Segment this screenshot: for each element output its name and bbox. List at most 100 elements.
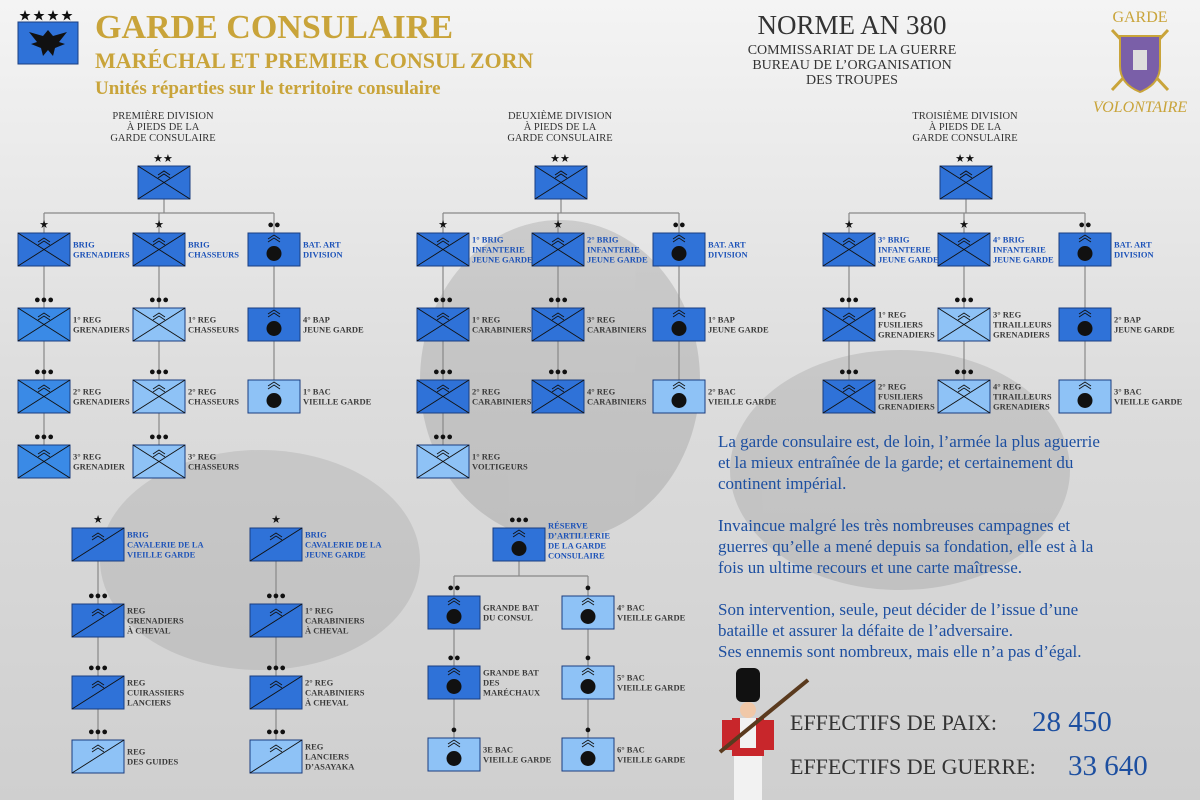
unit-label: JEUNE GARDE: [1114, 325, 1175, 335]
unit-chevron: [157, 170, 171, 179]
unit-label: GRENADIERS: [73, 325, 130, 335]
unit-chevron: [957, 312, 971, 321]
unit-label: DES: [483, 678, 500, 688]
unit-symbol: [249, 675, 303, 710]
unit-label: DIVISION: [708, 250, 749, 260]
unit-chevron: [37, 237, 51, 246]
unit-label: INFANTERIE: [587, 245, 640, 255]
unit-label: REG: [127, 678, 146, 688]
unit-rank: ●●●: [266, 662, 286, 674]
title: GARDE CONSULAIRE: [95, 9, 453, 46]
unit-rank: ●●●: [839, 294, 859, 306]
unit-chevron: [447, 597, 461, 606]
unit-label: FUSILIERS: [878, 320, 923, 330]
unit-chevron: [551, 237, 565, 246]
unit-label: GRENADIER: [73, 462, 126, 472]
unit-symbol: [580, 679, 596, 694]
unit-symbol: [939, 165, 993, 200]
unit-symbol: [71, 739, 125, 774]
unit-label: 1° BRIG: [472, 235, 504, 245]
unit-label: 3° BAC: [1114, 387, 1142, 397]
unit-label: CHASSEURS: [188, 250, 239, 260]
logo-top: GARDE: [1112, 9, 1167, 26]
division-hq: [137, 165, 191, 200]
unit-chevron: [91, 532, 105, 541]
unit-label: 4° REG: [993, 382, 1022, 392]
unit-chevron: [91, 680, 105, 689]
unit-label: 6° BAC: [617, 745, 645, 755]
unit-symbol: [446, 679, 462, 694]
unit-label: CAVALERIE DE LA: [305, 540, 383, 550]
unit-chevron: [269, 532, 283, 541]
unit-rank: ●●●: [149, 294, 169, 306]
norm-title: NORME AN 380: [757, 10, 946, 40]
unit-chevron: [551, 384, 565, 393]
unit-symbol: [671, 393, 687, 408]
unit-label: 3° REG: [993, 310, 1022, 320]
norm-line: COMMISSARIAT DE LA GUERRE: [748, 43, 957, 58]
unit-rank: ●●●: [954, 294, 974, 306]
unit-chevron: [842, 384, 856, 393]
unit-label: VIEILLE GARDE: [617, 613, 686, 623]
unit-label: BRIG: [73, 240, 95, 250]
unit-rank: ●●●: [266, 590, 286, 602]
unit-symbol: [534, 165, 588, 200]
unit-label: 2° BRIG: [587, 235, 619, 245]
unit-chevron: [447, 739, 461, 748]
unit-label: D’ARTILLERIE: [548, 531, 610, 541]
unit-chevron: [554, 170, 568, 179]
unit-symbol: [132, 444, 186, 479]
tagline: Unités réparties sur le territoire consu…: [95, 78, 441, 99]
unit-chevron: [91, 744, 105, 753]
unit-label: À CHEVAL: [127, 626, 171, 636]
unit-symbol: [937, 232, 991, 267]
unit-label: À CHEVAL: [305, 626, 349, 636]
unit-symbol: [446, 609, 462, 624]
unit-rank: ★: [271, 514, 281, 526]
unit-symbol: [511, 541, 527, 556]
paragraph-line: et la mieux entraînée de la garde; et ce…: [718, 453, 1074, 472]
unit-chevron: [512, 529, 526, 538]
unit-symbol: [937, 379, 991, 414]
soldier-illustration: [718, 668, 810, 800]
unit-label: INFANTERIE: [472, 245, 525, 255]
unit-symbol: [132, 307, 186, 342]
unit-label: 2° REG: [878, 382, 907, 392]
unit-label: INFANTERIE: [878, 245, 931, 255]
division-label: TROISIÈME DIVISION: [912, 110, 1018, 122]
unit-label: BAT. ART: [303, 240, 341, 250]
unit-rank: ●●●: [34, 366, 54, 378]
unit-label: CARABINIERS: [305, 616, 365, 626]
unit-symbol: [17, 444, 71, 479]
unit-label: BRIG: [305, 530, 327, 540]
norm-line: DES TROUPES: [806, 73, 898, 88]
unit-symbol: [266, 246, 282, 261]
unit-symbol: [416, 379, 470, 414]
division-label: DEUXIÈME DIVISION: [508, 110, 613, 122]
unit-symbol: [249, 527, 303, 562]
unit-chevron: [152, 384, 166, 393]
unit-rank: ★: [93, 514, 103, 526]
unit-rank: ★: [154, 219, 164, 231]
paragraph-line: continent impérial.: [718, 474, 846, 493]
unit-label: INFANTERIE: [993, 245, 1046, 255]
unit-label: JEUNE GARDE: [993, 255, 1054, 265]
unit-rank: ●: [451, 724, 458, 736]
unit-rank: ★: [553, 219, 563, 231]
unit-rank: ●●●: [266, 726, 286, 738]
unit-label: CUIRASSIERS: [127, 688, 184, 698]
unit-label: TIRAILLEURS: [993, 392, 1052, 402]
unit-chevron: [269, 744, 283, 753]
unit-label: GRANDE BAT: [483, 668, 539, 678]
unit-chevron: [672, 234, 686, 243]
unit-rank: ●●●: [839, 366, 859, 378]
